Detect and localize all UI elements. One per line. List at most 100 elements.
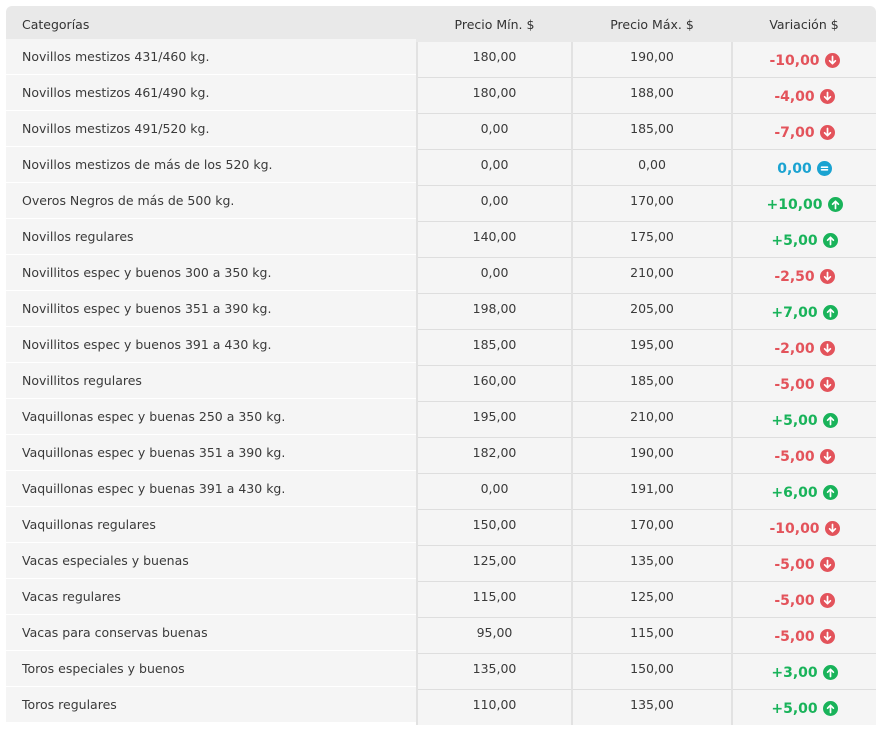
arrow-down-circle-icon xyxy=(824,53,840,68)
min-price-cell: 182,00 xyxy=(416,437,572,474)
max-price-cell: 210,00 xyxy=(571,257,732,294)
max-price-cell: 210,00 xyxy=(571,401,732,438)
category-cell: Vacas regulares xyxy=(6,578,417,615)
min-price-cell: 0,00 xyxy=(416,185,572,222)
header-precio-min: Precio Mín. $ xyxy=(417,6,572,42)
min-price-cell: 125,00 xyxy=(416,545,572,582)
min-price-value: 180,00 xyxy=(472,49,517,64)
variation-badge: -7,00 xyxy=(774,125,835,141)
variation-value: -10,00 xyxy=(769,52,820,69)
arrow-down-circle-icon xyxy=(819,341,835,356)
category-cell: Novillitos regulares xyxy=(6,362,417,399)
category-cell: Vacas para conservas buenas xyxy=(6,614,417,651)
min-price-cell: 180,00 xyxy=(416,42,572,78)
variation-cell: -2,50 xyxy=(731,257,876,294)
table-row: Novillos mestizos de más de los 520 kg. 0… xyxy=(6,146,876,186)
variation-badge: +7,00 xyxy=(771,305,838,321)
max-price-cell: 205,00 xyxy=(571,293,732,330)
max-price-cell: 135,00 xyxy=(571,545,732,582)
max-price-value: 191,00 xyxy=(630,481,674,496)
category-cell: Vaquillonas espec y buenas 391 a 430 kg. xyxy=(6,470,417,507)
variation-cell: +5,00 xyxy=(731,221,876,258)
max-price-value: 125,00 xyxy=(630,589,674,604)
min-price-cell: 110,00 xyxy=(416,689,572,725)
header-row: Categorías Precio Mín. $ Precio Máx. $ V… xyxy=(6,6,876,42)
table-header: Categorías Precio Mín. $ Precio Máx. $ V… xyxy=(6,6,876,42)
min-price-value: 0,00 xyxy=(480,193,509,208)
arrow-down-circle-icon xyxy=(819,125,835,140)
variation-cell: -10,00 xyxy=(731,42,876,78)
prices-table: Categorías Precio Mín. $ Precio Máx. $ V… xyxy=(6,6,876,725)
variation-badge: -10,00 xyxy=(769,521,840,537)
variation-cell: -5,00 xyxy=(731,437,876,474)
max-price-cell: 0,00 xyxy=(571,149,732,186)
max-price-cell: 185,00 xyxy=(571,113,732,150)
variation-value: -5,00 xyxy=(774,556,815,573)
variation-badge: -5,00 xyxy=(774,377,835,393)
variation-value: 0,00 xyxy=(777,160,812,177)
min-price-value: 110,00 xyxy=(472,697,517,712)
max-price-value: 115,00 xyxy=(630,625,674,640)
max-price-cell: 125,00 xyxy=(571,581,732,618)
min-price-value: 0,00 xyxy=(480,481,509,496)
table-row: Novillos regulares 140,00 175,00 +5,00 xyxy=(6,218,876,258)
max-price-cell: 190,00 xyxy=(571,42,732,78)
variation-cell: +5,00 xyxy=(731,689,876,725)
header-precio-max: Precio Máx. $ xyxy=(572,6,732,42)
max-price-cell: 175,00 xyxy=(571,221,732,258)
arrow-up-circle-icon xyxy=(822,701,838,716)
variation-badge: +3,00 xyxy=(771,664,838,681)
arrow-down-circle-icon xyxy=(819,593,835,608)
min-price-value: 180,00 xyxy=(472,85,517,100)
category-cell: Novillos mestizos 461/490 kg. xyxy=(6,74,417,111)
variation-value: -5,00 xyxy=(774,448,815,465)
category-cell: Novillitos espec y buenos 391 a 430 kg. xyxy=(6,326,417,363)
arrow-down-circle-icon xyxy=(819,449,835,464)
category-cell: Vaquillonas espec y buenas 250 a 350 kg. xyxy=(6,398,417,435)
min-price-value: 150,00 xyxy=(472,517,517,532)
variation-value: +5,00 xyxy=(771,700,818,717)
variation-badge: +5,00 xyxy=(771,233,838,249)
min-price-cell: 150,00 xyxy=(416,509,572,546)
category-cell: Vacas especiales y buenas xyxy=(6,542,417,579)
min-price-cell: 0,00 xyxy=(416,257,572,294)
variation-badge: -5,00 xyxy=(774,593,835,609)
table-body: Novillos mestizos 431/460 kg. 180,00 190,0… xyxy=(6,39,876,725)
max-price-value: 170,00 xyxy=(630,517,674,532)
variation-value: +3,00 xyxy=(771,664,818,681)
variation-value: +10,00 xyxy=(766,196,823,213)
min-price-cell: 115,00 xyxy=(416,581,572,618)
max-price-value: 205,00 xyxy=(630,301,674,316)
variation-value: -2,50 xyxy=(774,268,815,285)
min-price-value: 125,00 xyxy=(472,553,517,568)
table-row: Novillitos regulares 160,00 185,00 -5,00 xyxy=(6,362,876,402)
min-price-value: 115,00 xyxy=(472,589,517,604)
variation-badge: +5,00 xyxy=(771,700,838,717)
variation-cell: -5,00 xyxy=(731,581,876,618)
table-row: Novillos mestizos 461/490 kg. 180,00 188,0… xyxy=(6,74,876,114)
variation-value: +5,00 xyxy=(771,412,818,429)
min-price-value: 198,00 xyxy=(472,301,517,316)
arrow-down-circle-icon xyxy=(819,557,835,572)
arrow-up-circle-icon xyxy=(822,413,838,428)
min-price-value: 195,00 xyxy=(472,409,517,424)
min-price-value: 0,00 xyxy=(480,157,509,172)
min-price-cell: 140,00 xyxy=(416,221,572,258)
max-price-cell: 170,00 xyxy=(571,185,732,222)
category-cell: Overos Negros de más de 500 kg. xyxy=(6,182,417,219)
table-row: Novillitos espec y buenos 300 a 350 kg. 0… xyxy=(6,254,876,294)
table-row: Vaquillonas espec y buenas 391 a 430 kg.… xyxy=(6,470,876,510)
min-price-value: 135,00 xyxy=(472,661,517,676)
max-price-cell: 170,00 xyxy=(571,509,732,546)
arrow-down-circle-icon xyxy=(819,629,835,644)
min-price-cell: 198,00 xyxy=(416,293,572,330)
variation-badge: -2,00 xyxy=(774,341,835,357)
variation-value: +6,00 xyxy=(771,484,818,501)
equals-circle-icon xyxy=(816,161,832,176)
category-cell: Novillos mestizos 491/520 kg. xyxy=(6,110,417,147)
variation-cell: -5,00 xyxy=(731,617,876,654)
variation-badge: -10,00 xyxy=(769,52,840,69)
variation-value: -4,00 xyxy=(774,88,815,105)
min-price-value: 185,00 xyxy=(472,337,517,352)
min-price-cell: 135,00 xyxy=(416,653,572,690)
